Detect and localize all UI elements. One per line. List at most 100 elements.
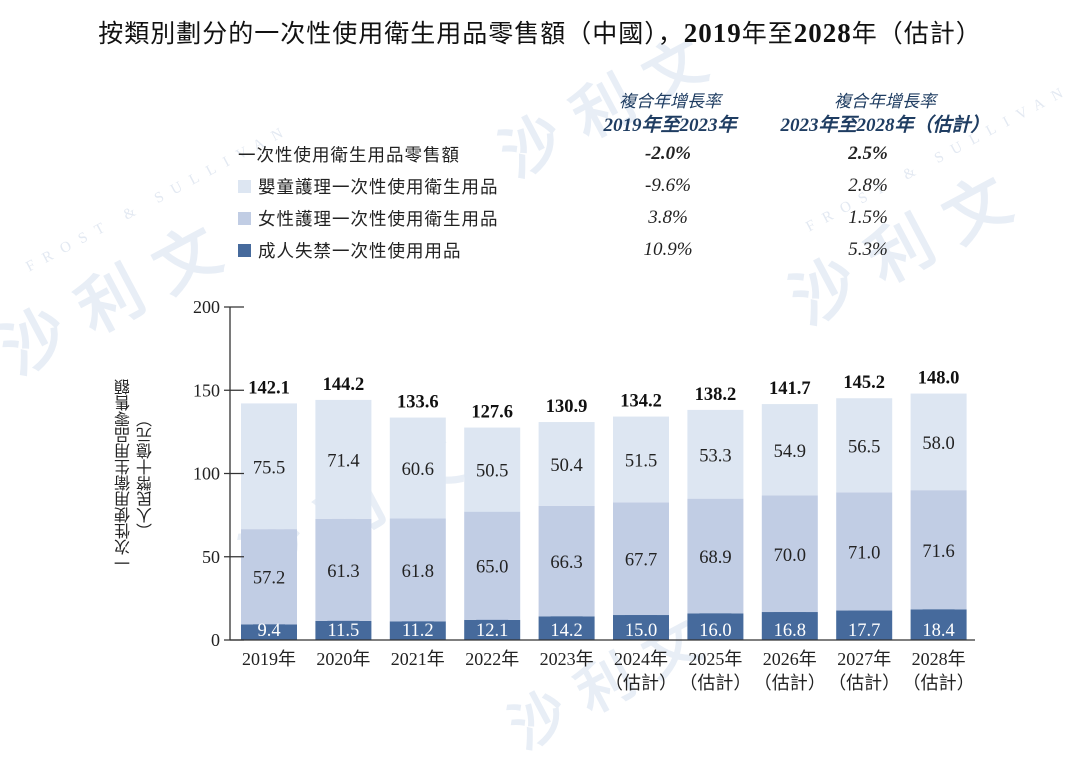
legend-row-adult-incontinence: 成人失禁一次性使用用品: [238, 237, 462, 263]
legend-label: 女性護理一次性使用衛生用品: [258, 209, 499, 230]
bar-segment: [687, 613, 744, 640]
x-tick-label: 2019年: [242, 649, 296, 669]
title-suffix: 年（估計）: [851, 19, 982, 48]
bar-segment-label: 57.2: [253, 569, 285, 589]
bar-segment-label: 9.4: [257, 621, 280, 641]
stacked-bar-chart: 0 50 100 150 200 9.4 57.2 75.5 142.1 2019年 11.5 61…: [193, 297, 975, 693]
bar-segment-label: 11.5: [328, 621, 360, 641]
bar-segment-label: 66.3: [550, 553, 582, 573]
x-tick-label: 2028年: [912, 649, 966, 669]
legend-row-total: 一次性使用衛生用品零售額: [238, 141, 460, 167]
bar-segment-label: 17.7: [848, 621, 880, 641]
bar-segment: [315, 518, 372, 621]
y-tick-label: 50: [202, 547, 220, 567]
bar-segment-label: 11.2: [402, 621, 434, 641]
title-year-start: 2019: [683, 18, 742, 48]
legend-row-baby-care: 嬰童護理一次性使用衛生用品: [238, 173, 499, 199]
bar-segment: [836, 398, 893, 493]
bar-segment-label: 18.4: [922, 621, 954, 641]
legend-label: 一次性使用衛生用品零售額: [238, 145, 460, 166]
cagr-adult-incontinence-2019-2023: 10.9%: [643, 239, 693, 260]
bar-segment-label: 68.9: [699, 548, 731, 568]
y-tick-label: 150: [193, 380, 220, 400]
bar-segment-label: 12.1: [476, 621, 508, 641]
bar-segment-label: 58.0: [922, 434, 954, 454]
bar-segment-label: 70.0: [774, 546, 806, 566]
cagr-baby-care-2019-2023: -9.6%: [645, 175, 691, 196]
bar-segment: [241, 529, 297, 625]
bar-segment-label: 53.3: [699, 446, 731, 466]
bar-segment: [464, 619, 521, 640]
bar-total-label: 134.2: [620, 392, 662, 412]
bar-segment: [761, 495, 818, 613]
cagr-feminine-care-2023-2028: 1.5%: [848, 207, 888, 228]
bar-segment: [538, 616, 595, 640]
bar-segment: [389, 621, 446, 640]
bar-total-label: 144.2: [323, 375, 365, 395]
bar-segment: [464, 427, 521, 512]
bar-segment-label: 75.5: [253, 458, 285, 478]
bar-segment-label: 16.0: [699, 621, 731, 641]
bar-segment-label: 61.3: [327, 562, 359, 582]
cagr-header-line1: 複合年增長率: [619, 92, 721, 112]
bar-segment-label: 61.8: [402, 562, 434, 582]
bar-segment: [389, 417, 446, 519]
legend-row-feminine-care: 女性護理一次性使用衛生用品: [238, 205, 499, 231]
x-tick-sublabel: （估計）: [828, 673, 900, 693]
cagr-total-2023-2028: 2.5%: [848, 143, 888, 164]
bar-segment: [910, 393, 967, 491]
legend-label: 嬰童護理一次性使用衛生用品: [258, 177, 499, 198]
bar-segment: [613, 502, 669, 616]
bars-layer: [241, 393, 967, 640]
cagr-feminine-care-2019-2023: 3.8%: [648, 207, 688, 228]
y-tick-label: 100: [193, 464, 220, 484]
bar-segment: [687, 498, 744, 614]
bar-total-label: 130.9: [546, 397, 588, 417]
x-tick-sublabel: （估計）: [903, 673, 975, 693]
bar-segment-label: 15.0: [625, 621, 657, 641]
bar-segment-label: 50.4: [550, 456, 582, 476]
x-tick-label: 2022年: [465, 649, 519, 669]
bar-total-label: 141.7: [769, 379, 811, 399]
cagr-baby-care-2023-2028: 2.8%: [848, 175, 888, 196]
y-tick-label: 200: [193, 297, 220, 317]
cagr-adult-incontinence-2023-2028: 5.3%: [848, 239, 888, 260]
bar-total-label: 133.6: [397, 393, 439, 413]
bar-segment-label: 71.0: [848, 543, 880, 563]
bar-segment: [836, 610, 893, 640]
bar-total-label: 148.0: [918, 369, 960, 389]
axes-layer: 0 50 100 150 200: [193, 297, 975, 650]
bar-segment-label: 56.5: [848, 437, 880, 457]
x-tick-label: 2024年: [614, 649, 668, 669]
bar-segment: [315, 620, 372, 640]
bar-segment: [761, 404, 818, 496]
x-tick-label: 2027年: [837, 649, 891, 669]
bar-segment-label: 65.0: [476, 558, 508, 578]
bar-total-label: 142.1: [248, 378, 290, 398]
x-tick-sublabel: （估計）: [754, 673, 826, 693]
bar-segment-label: 51.5: [625, 451, 657, 471]
legend-swatch-adult-incontinence: [238, 243, 251, 257]
bar-segment: [464, 511, 521, 620]
chart-title: 按類別劃分的一次性使用衛生用品零售額（中國），2019年至2028年（估計）: [0, 14, 1080, 50]
title-prefix: 按類別劃分的一次性使用衛生用品零售額（中國），: [98, 19, 684, 48]
bar-segment: [613, 416, 669, 503]
y-tick-label: 0: [211, 630, 220, 650]
x-tick-sublabel: （估計）: [679, 673, 751, 693]
cagr-header-2023-2028: 複合年增長率 2023年至2028年（估計）: [755, 90, 1015, 138]
x-tick-label: 2020年: [316, 649, 370, 669]
cagr-header-line1: 複合年增長率: [834, 92, 936, 112]
bar-segment: [613, 615, 669, 640]
bar-segment: [538, 505, 595, 617]
title-mid: 年至: [741, 19, 794, 48]
bar-total-label: 138.2: [695, 385, 737, 405]
bar-total-label: 127.6: [471, 403, 513, 423]
bar-segment: [538, 422, 595, 506]
x-tick-label: 2021年: [391, 649, 445, 669]
labels-layer: 9.4 57.2 75.5 142.1 2019年 11.5 61.3 71.4 144.2 20…: [242, 369, 975, 693]
title-year-end: 2028: [793, 18, 852, 48]
bar-segment-label: 71.6: [922, 542, 954, 562]
legend-swatch-baby-care: [238, 179, 251, 193]
legend-label: 成人失禁一次性使用用品: [258, 241, 462, 262]
cagr-header-line2: 2019年至2023年: [603, 115, 737, 136]
